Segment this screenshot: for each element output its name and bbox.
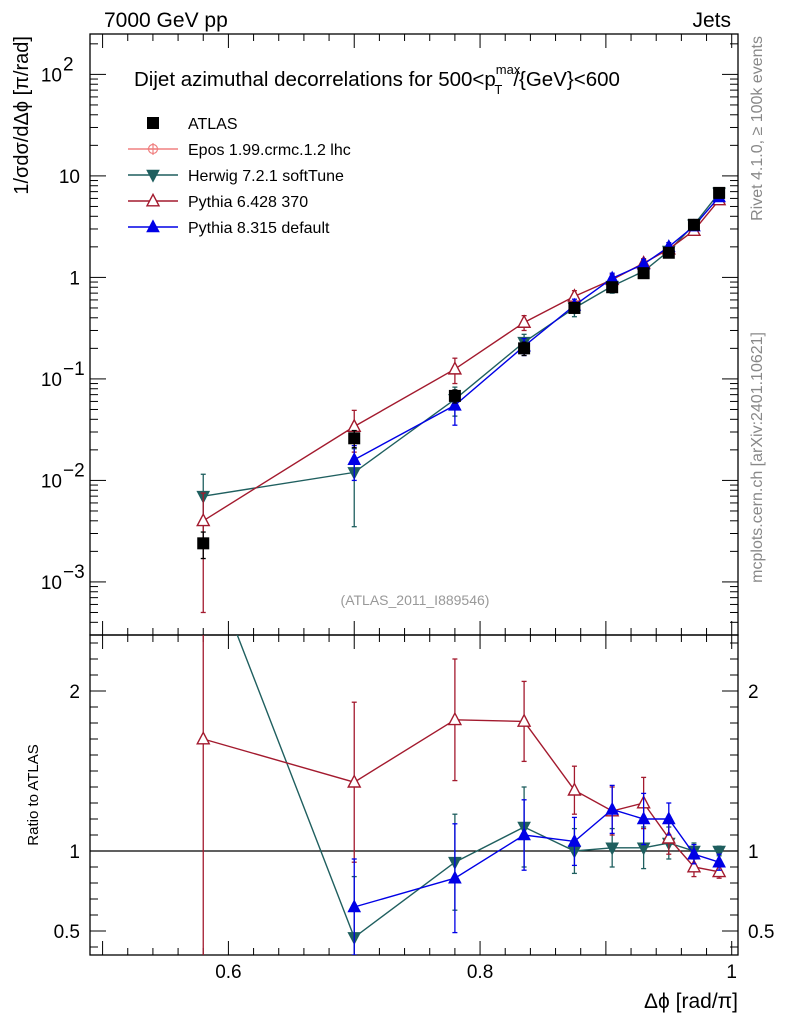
legend-label-pythia-8-315-default: Pythia 8.315 default	[188, 220, 330, 237]
y-tick-label-exponent: 2	[63, 54, 74, 75]
chart-title-suffix: /{GeV}<600	[513, 68, 620, 91]
chart-title-sub: T	[494, 82, 502, 97]
legend-marker-atlas	[147, 117, 159, 129]
pythia-6-428-370-ratio-point	[447, 711, 463, 726]
atlas-point	[662, 246, 675, 259]
atlas-point	[687, 218, 700, 231]
pythia-8-315-default-ratio-point	[517, 827, 531, 841]
x-tick-label: 0.8	[467, 962, 493, 983]
legend-marker-pythia-6-428-370	[145, 192, 161, 207]
pythia-8-315-default-ratio-point	[712, 854, 726, 868]
pythia-6-428-370-ratio-line	[203, 719, 720, 873]
chart-title-prefix: Dijet azimuthal decorrelations for 500<p	[134, 68, 496, 91]
pythia-6-428-370-ratio-point	[661, 830, 676, 844]
y-tick-label-base: 10	[41, 65, 62, 86]
y-tick-label-exponent: −2	[63, 460, 85, 481]
pythia-8-315-default-line	[353, 196, 720, 461]
legend-marker-herwig-7-2-1-softtune	[146, 169, 160, 183]
legend-label-herwig-7-2-1-softtune: Herwig 7.2.1 softTune	[188, 168, 344, 185]
herwig-7-2-1-softtune-ratio-point	[605, 842, 620, 856]
legend-marker-pythia-8-315-default	[146, 219, 160, 233]
atlas-point	[518, 342, 531, 355]
x-axis-label: Δϕ [rad/π]	[644, 990, 738, 1013]
pythia-8-315-default-point	[448, 397, 462, 411]
atlas-point	[448, 389, 461, 402]
x-tick-label: 0.6	[215, 962, 241, 983]
mcplots-reference-label: mcplots.cern.ch [arXiv:2401.10621]	[749, 332, 766, 583]
atlas-point	[568, 301, 581, 314]
pythia-8-315-default-point	[347, 452, 362, 465]
header-right-label: Jets	[692, 9, 731, 32]
pythia-8-315-default-ratio-point	[687, 846, 701, 860]
pythia-8-315-default-ratio-point	[448, 870, 462, 884]
herwig-7-2-1-softtune-line	[203, 192, 720, 497]
pythia-6-428-370-point	[447, 360, 463, 375]
pythia-6-428-370-ratio-point	[196, 730, 211, 745]
y-tick-label-base: 10	[41, 573, 62, 594]
y-tick-label-exponent: −1	[63, 359, 85, 380]
atlas-point	[197, 537, 210, 550]
pythia-6-428-370-ratio-point	[686, 858, 702, 873]
pythia-8-315-default-ratio-point	[347, 899, 362, 913]
pythia-6-428-370-point	[347, 418, 362, 432]
main-plot-series	[196, 186, 727, 614]
rivet-version-label: Rivet 4.1.0, ≥ 100k events	[749, 36, 766, 221]
legend-label-atlas: ATLAS	[188, 116, 238, 133]
atlas-point	[637, 267, 650, 280]
ratio-y-axis-label: Ratio to ATLAS	[25, 744, 42, 845]
analysis-id-label: (ATLAS_2011_I889546)	[341, 592, 490, 608]
pythia-6-428-370-ratio-point	[567, 782, 582, 796]
legend-label-epos-1-99-crmc-1-2-lhc: Epos 1.99.crmc.1.2 lhc	[188, 142, 351, 159]
pythia-6-428-370-ratio-point	[347, 774, 362, 788]
ratio-tick-label: 0.5	[54, 922, 80, 943]
ratio-plot-frame	[89, 634, 739, 956]
pythia-6-428-370-point	[516, 314, 532, 328]
pythia-8-315-default-ratio-point	[636, 811, 651, 825]
atlas-point	[348, 432, 361, 445]
legend-marker-epos-1-99-crmc-1-2-lhc	[147, 143, 159, 155]
y-tick-label-exponent: −3	[63, 562, 85, 583]
y-axis-label: 1/σdσ/dΔϕ [π/rad]	[11, 36, 33, 195]
y-tick-label: 10	[59, 167, 80, 188]
ratio-tick-label-right: 2	[748, 682, 759, 703]
chart-title: Dijet azimuthal decorrelations for 500<p…	[134, 62, 620, 97]
atlas-point	[606, 281, 619, 294]
pythia-6-428-370-ratio-point	[711, 863, 727, 878]
pythia-8-315-default-ratio-point	[605, 801, 620, 815]
ratio-tick-label: 2	[69, 682, 80, 703]
ratio-tick-label-right: 1	[748, 842, 759, 863]
pythia-6-428-370-line	[202, 199, 720, 522]
pythia-8-315-default-ratio-point	[661, 811, 676, 825]
header-left-label: 7000 GeV pp	[104, 9, 228, 32]
legend-label-pythia-6-428-370: Pythia 6.428 370	[188, 194, 308, 211]
legend: ATLAS Epos 1.99.crmc.1.2 lhc Herwig 7.2.1 …	[128, 116, 351, 237]
pythia-6-428-370-ratio-point	[516, 713, 532, 727]
chart-title-sup: max	[496, 62, 521, 77]
pythia-6-428-370-point	[196, 512, 211, 527]
y-tick-label-base: 10	[41, 370, 62, 391]
y-tick-label: 1	[69, 268, 80, 289]
ratio-plot-series	[90, 635, 738, 955]
y-tick-label-base: 10	[41, 471, 62, 492]
atlas-point	[713, 186, 726, 199]
herwig-7-2-1-softtune-ratio-point	[712, 845, 726, 859]
ratio-tick-label: 1	[69, 842, 80, 863]
ratio-tick-label-right: 0.5	[748, 922, 774, 943]
herwig-7-2-1-softtune-ratio-line	[236, 635, 720, 939]
pythia-8-315-default-ratio-point	[567, 833, 582, 847]
x-tick-label: 1	[726, 962, 737, 983]
